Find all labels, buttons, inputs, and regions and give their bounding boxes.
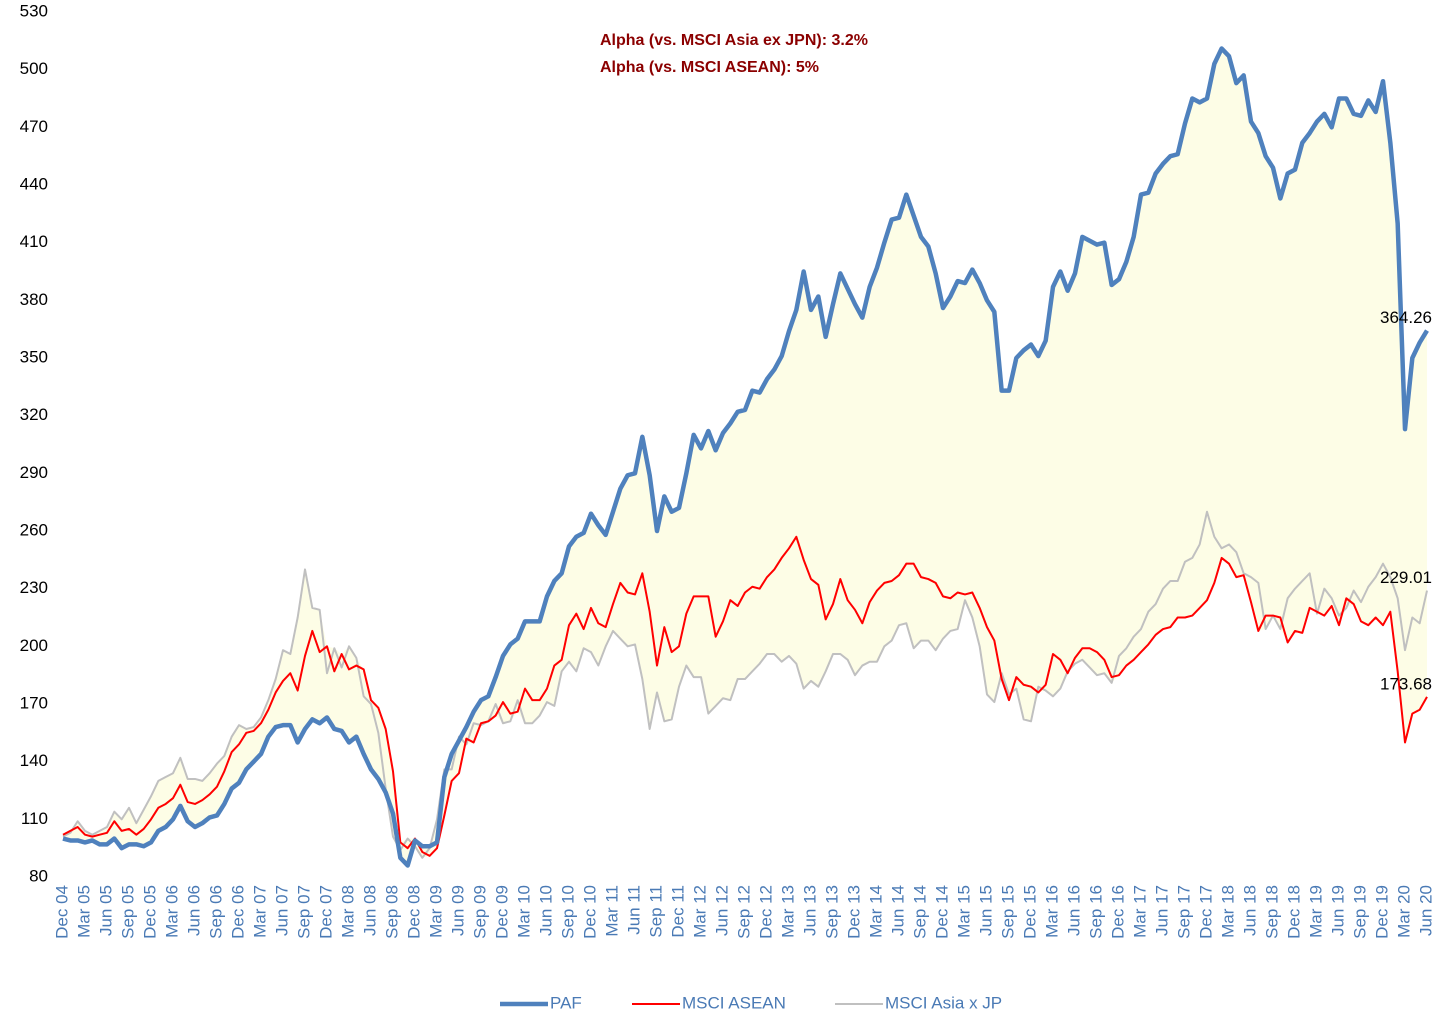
y-tick-label: 470	[20, 117, 48, 136]
x-tick-label: Jun 19	[1328, 885, 1347, 936]
y-tick-label: 530	[20, 1, 48, 20]
x-tick-label: Dec 06	[228, 885, 247, 939]
annotation: Alpha (vs. MSCI Asia ex JPN): 3.2%	[600, 32, 868, 49]
x-tick-label: Dec 07	[316, 885, 335, 939]
x-tick-label: Sep 13	[822, 885, 841, 939]
x-tick-label: Mar 19	[1306, 885, 1325, 938]
x-tick-label: Mar 15	[954, 885, 973, 938]
y-tick-label: 170	[20, 693, 48, 712]
x-tick-label: Mar 12	[690, 885, 709, 938]
x-tick-label: Dec 18	[1284, 885, 1303, 939]
end-label: 364.26	[1380, 308, 1432, 327]
x-tick-label: Dec 12	[756, 885, 775, 939]
x-tick-label: Jun 05	[96, 885, 115, 936]
annotation: Alpha (vs. MSCI ASEAN): 5%	[600, 59, 819, 76]
y-tick-label: 230	[20, 578, 48, 597]
x-tick-label: Jun 07	[272, 885, 291, 936]
y-tick-label: 380	[20, 290, 48, 309]
y-tick-label: 110	[21, 809, 48, 828]
legend-label: PAF	[550, 993, 582, 1012]
x-tick-label: Sep 12	[734, 885, 753, 939]
x-tick-label: Dec 11	[668, 885, 687, 938]
x-tick-label: Jun 06	[184, 885, 203, 936]
x-tick-label: Sep 11	[646, 885, 665, 938]
line-layer	[62, 46, 1429, 868]
x-tick-label: Jun 18	[1240, 885, 1259, 936]
x-tick-label: Mar 16	[1042, 885, 1061, 938]
x-tick-label: Dec 14	[932, 885, 951, 939]
legend-label: MSCI Asia x JP	[885, 993, 1002, 1012]
y-tick-label: 410	[20, 232, 48, 251]
y-tick-label: 350	[20, 347, 48, 366]
x-tick-label: Dec 13	[844, 885, 863, 939]
x-tick-label: Dec 19	[1372, 885, 1391, 939]
x-tick-label: Jun 14	[888, 885, 907, 936]
x-tick-label: Sep 08	[382, 885, 401, 939]
y-tick-label: 200	[20, 636, 48, 655]
x-tick-label: Mar 13	[778, 885, 797, 938]
x-tick-label: Dec 08	[404, 885, 423, 939]
x-tick-label: Mar 06	[162, 885, 181, 938]
x-tick-label: Sep 09	[470, 885, 489, 939]
x-tick-label: Jun 10	[536, 885, 555, 936]
x-tick-label: Sep 18	[1262, 885, 1281, 939]
x-tick-label: Sep 15	[998, 885, 1017, 939]
x-tick-label: Mar 17	[1130, 885, 1149, 938]
x-tick-label: Sep 07	[294, 885, 313, 939]
x-tick-label: Jun 12	[712, 885, 731, 936]
x-tick-label: Sep 17	[1174, 885, 1193, 939]
x-tick-label: Jun 11	[624, 885, 643, 935]
x-tick-label: Jun 08	[360, 885, 379, 936]
x-tick-label: Dec 17	[1196, 885, 1215, 939]
x-tick-label: Jun 20	[1416, 885, 1435, 936]
x-tick-label: Dec 15	[1020, 885, 1039, 939]
end-label: 229.01	[1380, 568, 1432, 587]
x-tick-label: Jun 15	[976, 885, 995, 936]
x-tick-label: Jun 13	[800, 885, 819, 936]
x-tick-label: Dec 09	[492, 885, 511, 939]
y-tick-label: 140	[20, 751, 48, 770]
spread-fill	[63, 48, 1427, 866]
series-line	[62, 510, 1428, 859]
x-tick-label: Mar 18	[1218, 885, 1237, 938]
x-tick-label: Mar 08	[338, 885, 357, 938]
y-tick-label: 290	[20, 463, 48, 482]
x-tick-label: Jun 17	[1152, 885, 1171, 936]
x-tick-label: Sep 16	[1086, 885, 1105, 939]
x-tick-label: Mar 07	[250, 885, 269, 938]
y-tick-label: 500	[20, 59, 48, 78]
y-tick-label: 440	[20, 174, 48, 193]
y-tick-label: 260	[20, 520, 48, 539]
x-tick-label: Mar 05	[74, 885, 93, 938]
x-tick-label: Dec 16	[1108, 885, 1127, 939]
x-tick-label: Sep 19	[1350, 885, 1369, 939]
x-tick-label: Mar 11	[602, 885, 621, 937]
x-tick-label: Jun 16	[1064, 885, 1083, 936]
x-tick-label: Mar 14	[866, 885, 885, 938]
x-tick-label: Jun 09	[448, 885, 467, 936]
series-line	[62, 46, 1429, 868]
end-label: 173.68	[1380, 674, 1432, 693]
x-tick-label: Sep 14	[910, 885, 929, 939]
legend-label: MSCI ASEAN	[682, 993, 786, 1012]
x-tick-label: Mar 20	[1394, 885, 1413, 938]
x-tick-label: Dec 10	[580, 885, 599, 939]
x-tick-label: Sep 06	[206, 885, 225, 939]
x-tick-label: Dec 04	[52, 885, 71, 939]
x-tick-label: Sep 05	[118, 885, 137, 939]
x-tick-label: Mar 10	[514, 885, 533, 938]
series-line	[62, 535, 1428, 857]
x-tick-label: Mar 09	[426, 885, 445, 938]
x-tick-label: Dec 05	[140, 885, 159, 939]
x-tick-label: Sep 10	[558, 885, 577, 939]
y-tick-label: 320	[20, 405, 48, 424]
y-tick-label: 80	[29, 866, 48, 885]
fill-layer	[63, 48, 1427, 866]
